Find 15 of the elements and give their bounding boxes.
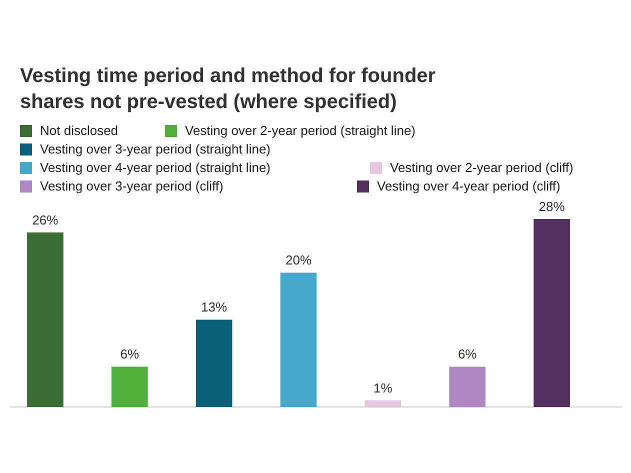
legend-label: Vesting over 4-year period (cliff) — [377, 178, 560, 194]
data-label: 1% — [374, 380, 393, 396]
legend-label: Vesting over 4-year period (straight line) — [40, 160, 271, 175]
data-label: 6% — [458, 346, 478, 362]
legend-label: Vesting over 3-year period (cliff) — [40, 178, 224, 194]
legend-label: Vesting over 2-year period (cliff) — [390, 160, 574, 175]
data-label: 20% — [285, 252, 312, 268]
data-label: 13% — [201, 300, 228, 315]
legend-label: Not disclosed — [40, 123, 118, 138]
legend-label: Vesting over 2-year period (straight line) — [185, 123, 416, 138]
data-label: 26% — [32, 212, 59, 228]
legend-label: Vesting over 3-year period (straight line) — [40, 142, 271, 156]
chart-title: Vesting time period and method for founder shares not pre-vested (where specified) — [20, 65, 436, 113]
data-label: 28% — [538, 199, 566, 214]
data-label: 6% — [120, 346, 140, 362]
